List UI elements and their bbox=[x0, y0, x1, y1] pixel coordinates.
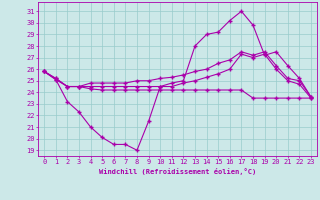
X-axis label: Windchill (Refroidissement éolien,°C): Windchill (Refroidissement éolien,°C) bbox=[99, 168, 256, 175]
